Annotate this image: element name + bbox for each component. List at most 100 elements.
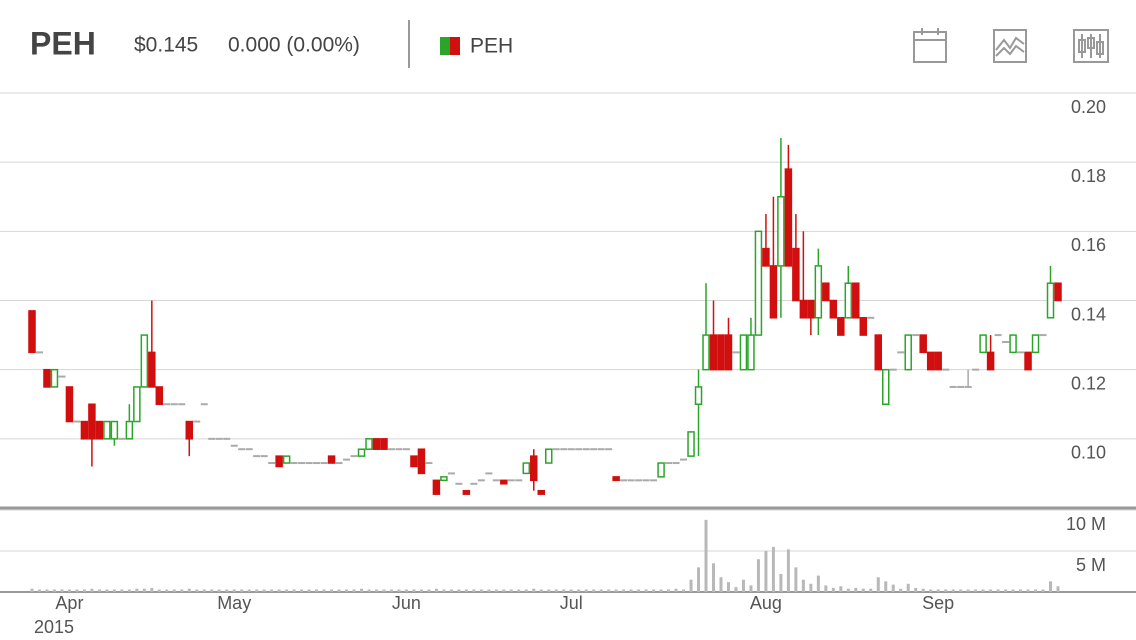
compare-icon[interactable] [993, 29, 1027, 63]
candle-body [979, 334, 987, 354]
candle-body [612, 476, 620, 482]
volume-bar [726, 582, 730, 592]
candle-body [874, 334, 883, 371]
volume-bar [831, 587, 835, 592]
volume-bar [330, 589, 334, 592]
volume-bar [315, 589, 319, 592]
candle-body [410, 455, 418, 468]
volume-bar [427, 589, 431, 592]
volume-bar [697, 567, 701, 592]
volume-bar [846, 588, 850, 592]
candle-body [807, 299, 815, 319]
candle-body [133, 386, 141, 423]
candle-body [357, 448, 366, 457]
volume-bar [382, 589, 386, 592]
volume-bar [734, 587, 738, 592]
volume-bar [285, 589, 289, 592]
volume-bar [644, 589, 648, 592]
candle-body [1009, 334, 1017, 354]
volume-bar [532, 588, 536, 592]
candle-body [103, 420, 111, 440]
volume-bar [771, 546, 775, 592]
candle-body [777, 196, 785, 267]
volume-bar [704, 519, 708, 592]
legend-swatch-down [450, 37, 460, 55]
candle-body [792, 247, 800, 302]
candle-body [919, 334, 927, 354]
volume-bar [322, 589, 326, 592]
volume-bar [809, 583, 813, 592]
volume-bar [360, 588, 364, 592]
volume-bar [839, 586, 843, 592]
ticker-title: PEH [30, 25, 96, 61]
volume-bar [75, 589, 79, 592]
volume-bar [419, 589, 423, 592]
volume-bar [232, 589, 236, 592]
year-label: 2015 [34, 617, 74, 637]
volume-bar [824, 585, 828, 592]
volume-bar [779, 573, 783, 592]
volume-bar [45, 589, 49, 592]
candle-body [417, 448, 426, 475]
volume-bar [547, 589, 551, 592]
candle-body [327, 455, 336, 464]
candle-body [530, 455, 538, 482]
volume-bar [936, 589, 940, 592]
volume-bar [240, 589, 244, 592]
volume-bar [1011, 589, 1015, 592]
volume-bar [921, 588, 925, 592]
candle-body [859, 317, 868, 336]
change: 0.000 (0.00%) [228, 34, 360, 57]
chart-type-icon[interactable] [1073, 29, 1109, 63]
volume-bar [180, 589, 184, 592]
calendar-icon[interactable] [913, 28, 947, 63]
candle-body [185, 420, 194, 440]
volume-bar [300, 589, 304, 592]
volume-bar [914, 587, 918, 592]
candle-body [125, 420, 134, 440]
candle-body [43, 368, 51, 388]
volume-bar [187, 588, 191, 592]
candle-body [148, 351, 156, 388]
volume-bar [67, 589, 71, 592]
candle-body [282, 455, 291, 464]
candle-body [739, 334, 748, 371]
volume-bar [270, 589, 274, 592]
legend-swatch-up [440, 37, 450, 55]
candle-body [155, 386, 164, 406]
candle-body [1054, 282, 1062, 302]
volume-bar [682, 589, 686, 592]
candle-body [852, 282, 860, 319]
volume-bar [30, 588, 34, 592]
volume-bar [674, 588, 678, 592]
volume-bar [1049, 581, 1053, 592]
volume-bar [97, 589, 101, 592]
volume-bar [217, 589, 221, 592]
volume-bar [861, 588, 865, 592]
candle-body [537, 489, 546, 495]
volume-bar [981, 589, 985, 592]
volume-bar [584, 589, 588, 592]
y-tick-label: 0.18 [1071, 166, 1106, 186]
candle-body [724, 334, 733, 371]
volume-bar [412, 589, 416, 592]
volume-bar [1019, 589, 1023, 592]
volume-bar [292, 589, 296, 592]
volume-bar [337, 589, 341, 592]
volume-bar [929, 589, 933, 592]
candle-body [687, 431, 695, 457]
volume-bar [554, 589, 558, 592]
candle-body [754, 230, 763, 336]
candle-body [829, 299, 838, 319]
volume-bar [689, 579, 693, 592]
volume-bar [479, 589, 483, 592]
candle-body [522, 462, 531, 475]
volume-bar [502, 589, 506, 592]
candle-body [709, 334, 718, 371]
volume-bar [509, 589, 513, 592]
volume-bar [959, 589, 963, 592]
volume-bar [195, 589, 199, 592]
volume-bar [592, 589, 596, 592]
volume-bar [786, 549, 790, 592]
volume-bar [622, 589, 626, 592]
